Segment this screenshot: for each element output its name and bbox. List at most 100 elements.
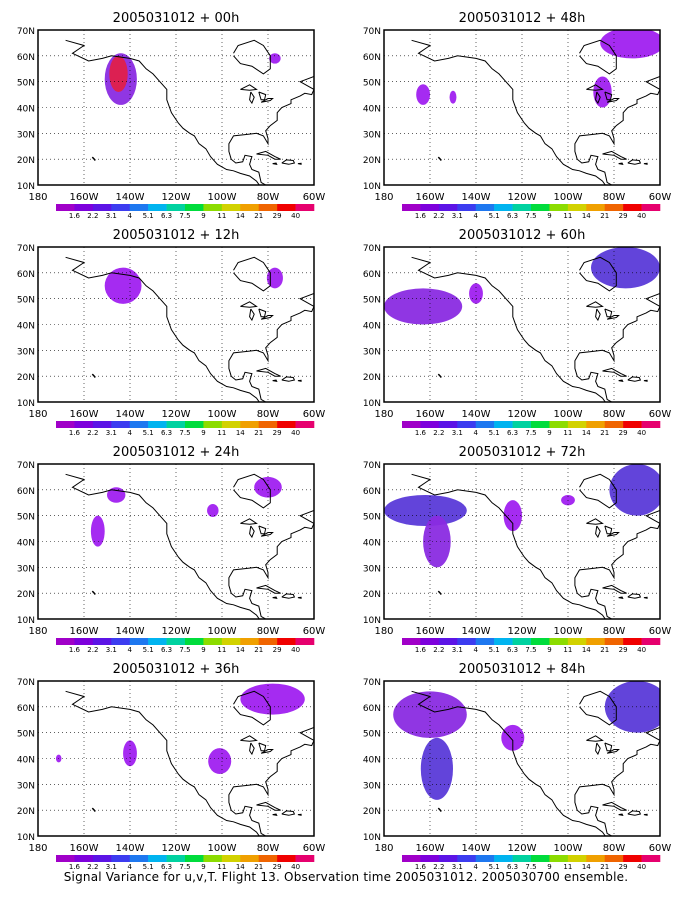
colorbar-label: 7.5	[179, 212, 190, 218]
great-lake	[595, 742, 601, 756]
plot-area	[38, 30, 314, 185]
y-tick-label: 70N	[363, 27, 381, 37]
plot-content	[393, 681, 660, 836]
y-tick-label: 40N	[17, 756, 35, 766]
colorbar-segment	[185, 204, 204, 211]
cuba-outline	[602, 584, 627, 594]
great-lake	[586, 84, 604, 91]
great-lake	[258, 91, 267, 101]
colorbar-label: 7.5	[525, 212, 536, 218]
colorbar-segment	[623, 204, 642, 211]
great-lake	[249, 742, 255, 756]
hispaniola-outline	[281, 593, 296, 599]
y-tick-label: 60N	[17, 487, 35, 497]
colorbar-label: 21	[600, 863, 609, 869]
colorbar-label: 40	[637, 212, 646, 218]
variance-region	[501, 724, 525, 751]
map-panel: 2005031012 + 00h 10N 20N 30N 40N 50N 60N 70N 180…	[0, 0, 346, 218]
colorbar-label: 4	[473, 863, 478, 869]
colorbar-label: 6.3	[161, 646, 172, 652]
great-lake	[258, 742, 267, 752]
y-tick-label: 20N	[363, 373, 381, 383]
colorbar-segment	[240, 855, 260, 862]
colorbar-label: 3.1	[452, 429, 463, 435]
colorbar-label: 40	[637, 429, 646, 435]
colorbar-label: 1.6	[69, 429, 81, 435]
colorbar-segment	[420, 855, 440, 862]
hudson-bay	[233, 473, 271, 509]
colorbar-label: 2.2	[87, 429, 98, 435]
hispaniola-outline	[281, 159, 296, 165]
colorbar-segment	[438, 421, 458, 428]
colorbar-segment	[457, 204, 477, 211]
y-tick-label: 20N	[363, 156, 381, 166]
map-panel-svg: 2005031012 + 72h 10N 20N 30N 40N 50N 60N 70N 180…	[363, 445, 672, 652]
variance-region	[593, 76, 612, 108]
colorbar-label: 7.5	[525, 646, 536, 652]
colorbar-segment	[402, 638, 421, 645]
colorbar-label: 40	[291, 212, 300, 218]
colorbar-segment	[221, 204, 241, 211]
variance-region	[420, 737, 453, 800]
great-lake	[260, 532, 274, 537]
hudson-bay	[233, 256, 271, 292]
coastline	[65, 473, 260, 619]
y-tick-label: 60N	[363, 487, 381, 497]
colorbar-label: 40	[291, 646, 300, 652]
x-tick-label: 60W	[649, 192, 672, 203]
colorbar-segment	[203, 421, 223, 428]
y-tick-label: 60N	[363, 704, 381, 714]
colorbar-segment	[92, 855, 112, 862]
colorbar-segment	[148, 855, 167, 862]
colorbar-label: 3.1	[106, 646, 117, 652]
x-tick-label: 100W	[554, 409, 583, 420]
colorbar-label: 11	[217, 212, 226, 218]
colorbar-segment	[295, 204, 315, 211]
map-panel: 2005031012 + 84h 10N 20N 30N 40N 50N 60N 70N 180…	[346, 651, 692, 869]
colorbar-segment	[549, 855, 569, 862]
x-tick-label: 120W	[162, 843, 191, 854]
colorbar-label: 4	[127, 646, 132, 652]
colorbar-segment	[240, 204, 260, 211]
y-tick-label: 10N	[17, 616, 35, 626]
colorbar-segment	[56, 638, 75, 645]
colorbar-segment	[438, 204, 458, 211]
colorbar-segment	[74, 638, 94, 645]
x-tick-label: 160W	[70, 843, 99, 854]
colorbar-segment	[185, 855, 204, 862]
plot-area	[384, 30, 660, 185]
y-tick-label: 50N	[363, 296, 381, 306]
variance-region	[207, 504, 219, 517]
great-lake	[240, 301, 258, 308]
great-lake	[260, 98, 274, 103]
colorbar-label: 21	[254, 863, 263, 869]
x-tick-label: 140W	[462, 843, 491, 854]
colorbar-label: 9	[201, 646, 205, 652]
colorbar-label: 5.1	[143, 212, 154, 218]
x-tick-label: 80W	[257, 409, 280, 420]
y-tick-label: 50N	[363, 730, 381, 740]
x-tick-label: 60W	[303, 843, 326, 854]
colorbar-label: 2.2	[87, 646, 98, 652]
colorbar-segment	[92, 421, 112, 428]
y-tick-label: 20N	[17, 590, 35, 600]
panel-title: 2005031012 + 36h	[113, 662, 240, 677]
colorbar-segment	[438, 855, 458, 862]
colorbar-segment	[111, 855, 131, 862]
panel-title: 2005031012 + 72h	[459, 445, 586, 460]
great-lake	[260, 749, 274, 754]
colorbar-segment	[402, 204, 421, 211]
colorbar-label: 3.1	[452, 212, 463, 218]
y-tick-label: 30N	[17, 564, 35, 574]
x-tick-label: 120W	[508, 843, 537, 854]
cuba-outline	[256, 584, 281, 594]
colorbar-label: 40	[637, 863, 646, 869]
variance-region	[609, 464, 660, 516]
great-lake	[595, 91, 601, 105]
colorbar-label: 4	[127, 429, 132, 435]
puerto-rico-outline	[297, 813, 302, 816]
colorbar-label: 29	[273, 212, 282, 218]
y-tick-label: 20N	[17, 156, 35, 166]
colorbar-segment	[295, 855, 315, 862]
colorbar-label: 1.6	[415, 863, 427, 869]
